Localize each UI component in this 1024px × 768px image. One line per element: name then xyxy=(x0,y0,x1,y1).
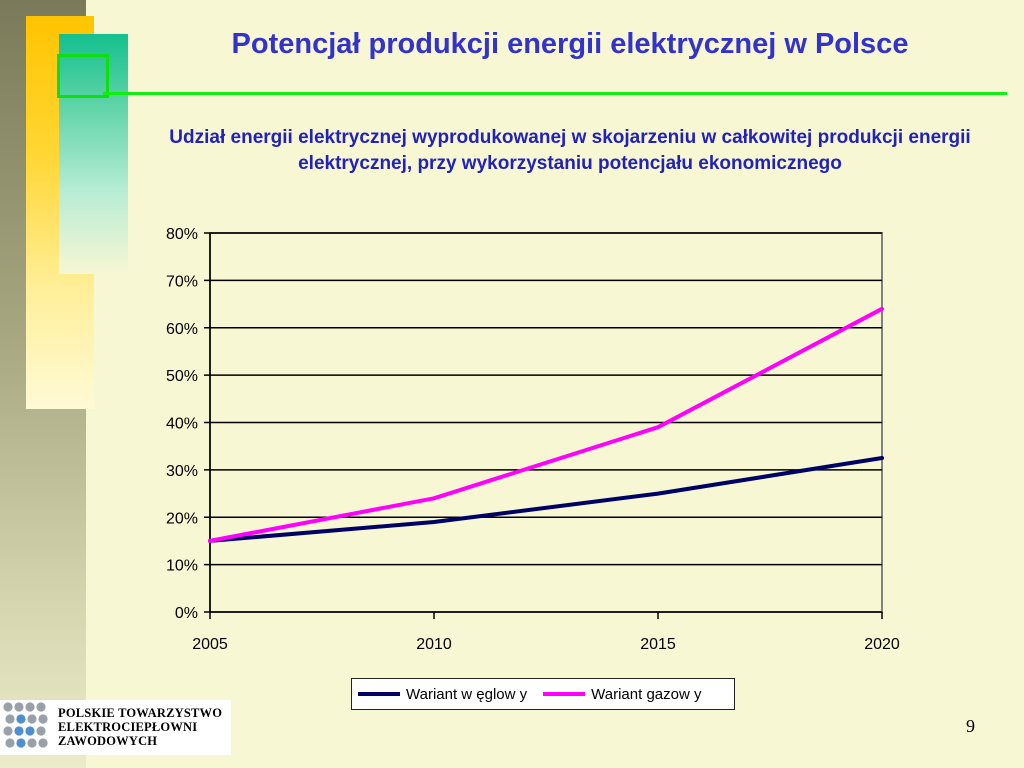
title-underline xyxy=(103,92,1007,95)
slide-title: Potencjał produkcji energii elektrycznej… xyxy=(231,28,909,60)
logo-dot xyxy=(5,714,15,724)
legend-swatch-gas xyxy=(543,692,586,696)
logo-dot xyxy=(3,726,13,736)
logo-dot xyxy=(27,714,37,724)
y-tick-label: 80% xyxy=(166,226,198,243)
logo-dot xyxy=(27,738,37,748)
decor-green-square xyxy=(57,54,109,98)
y-tick-label: 70% xyxy=(166,273,198,290)
x-tick-label: 2010 xyxy=(416,636,452,653)
logo-dot xyxy=(16,714,26,724)
logo-dot xyxy=(14,726,24,736)
series-line-coal xyxy=(208,456,884,543)
logo-line-3: ZAWODOWYCH xyxy=(58,734,158,748)
x-tick-label: 2005 xyxy=(192,636,228,653)
series-line-gas xyxy=(208,306,884,543)
chart-axes xyxy=(204,232,883,619)
y-tick-label: 50% xyxy=(166,368,198,385)
y-tick-label: 30% xyxy=(166,463,198,480)
logo-dot xyxy=(38,714,48,724)
legend-swatch-coal xyxy=(358,692,400,696)
legend-item-gas: Wariant gazow y xyxy=(543,686,701,703)
logo-dot xyxy=(36,726,46,736)
y-tick-label: 0% xyxy=(175,605,198,622)
company-logo: POLSKIE TOWARZYSTWO ELEKTROCIEPŁOWNI ZAW… xyxy=(0,700,231,755)
y-tick-label: 20% xyxy=(166,510,198,527)
logo-text: POLSKIE TOWARZYSTWO ELEKTROCIEPŁOWNI ZAW… xyxy=(58,706,222,748)
legend-item-coal: Wariant w ęglow y xyxy=(358,686,527,703)
chart-tick-labels: 0% 10% 20% 30% 40% 50% 60% 70% 80% 2005 2010 2015 20… xyxy=(166,226,900,653)
x-tick-label: 2020 xyxy=(864,636,900,653)
x-tick-label: 2015 xyxy=(640,636,676,653)
logo-dot xyxy=(14,702,24,712)
logo-dot xyxy=(16,738,26,748)
y-tick-label: 40% xyxy=(166,416,198,433)
legend-label-gas: Wariant gazow y xyxy=(591,685,702,703)
chart-legend: Wariant w ęglow y Wariant gazow y xyxy=(351,678,735,710)
logo-line-2: ELEKTROCIEPŁOWNI xyxy=(58,720,198,734)
chart-title: Udział energii elektrycznej wyprodukowan… xyxy=(169,127,971,174)
decor-band-teal xyxy=(59,34,128,274)
y-tick-label: 60% xyxy=(166,321,198,338)
logo-dot xyxy=(38,738,48,748)
logo-dot xyxy=(36,702,46,712)
logo-line-1: POLSKIE TOWARZYSTWO xyxy=(58,706,223,720)
logo-dot xyxy=(5,738,15,748)
logo-dot xyxy=(25,702,35,712)
chart-series xyxy=(208,306,884,543)
logo-dots-icon xyxy=(3,702,48,748)
chart-gridlines xyxy=(209,232,883,613)
logo-dot xyxy=(3,702,13,712)
page-number: 9 xyxy=(966,716,975,736)
legend-label-coal: Wariant w ęglow y xyxy=(406,685,528,703)
logo-dot xyxy=(25,726,35,736)
y-tick-label: 10% xyxy=(166,558,198,575)
